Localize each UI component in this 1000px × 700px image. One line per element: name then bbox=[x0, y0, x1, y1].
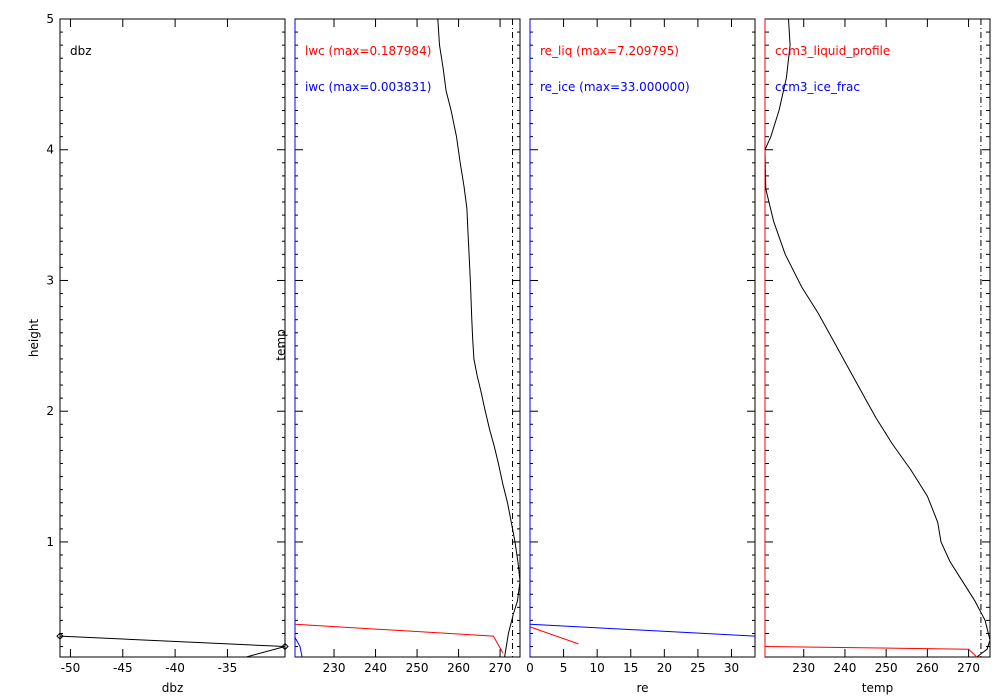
x-tick-label: -45 bbox=[113, 661, 133, 675]
x-tick-label: -40 bbox=[165, 661, 185, 675]
x-tick-label: 250 bbox=[875, 661, 898, 675]
x-tick-label: 20 bbox=[657, 661, 672, 675]
y-tick-label: 1 bbox=[46, 535, 54, 549]
y-tick-label: 4 bbox=[46, 143, 54, 157]
x-tick-label: 5 bbox=[560, 661, 568, 675]
plot-frame bbox=[529, 18, 756, 658]
x-tick-label: -50 bbox=[61, 661, 81, 675]
series-line bbox=[529, 623, 756, 637]
series-annotation: ccm3_ice_frac bbox=[775, 80, 860, 94]
series-line bbox=[294, 623, 504, 654]
series-annotation: ccm3_liquid_profile bbox=[775, 44, 890, 58]
y-tick-label: 2 bbox=[46, 404, 54, 418]
panel-ccm3: 230 240 250 260 270 temp ccm3_liquid_profilecc… bbox=[764, 18, 991, 695]
series-line bbox=[764, 18, 991, 658]
series-line bbox=[764, 149, 978, 658]
x-tick-label: 270 bbox=[489, 661, 512, 675]
series-line bbox=[294, 637, 303, 658]
series-line bbox=[246, 646, 286, 658]
x-tick-label: 230 bbox=[792, 661, 815, 675]
x-tick-label: 270 bbox=[957, 661, 980, 675]
y-axis-label: height bbox=[27, 319, 41, 358]
x-tick-label: 25 bbox=[690, 661, 705, 675]
x-tick-label: 0 bbox=[526, 661, 534, 675]
series-line bbox=[437, 18, 521, 658]
panel-re: 0 5 10 15 20 25 30 re re_liq (max=7.209795) re_ic… bbox=[526, 18, 756, 695]
y-tick-label: 5 bbox=[46, 12, 54, 26]
series-line bbox=[529, 626, 579, 645]
plot-frame bbox=[59, 18, 286, 658]
x-tick-label: 260 bbox=[916, 661, 939, 675]
y-tick-label: 3 bbox=[46, 273, 54, 287]
x-axis-label: temp bbox=[862, 681, 893, 695]
series-annotation: lwc (max=0.187984) bbox=[305, 44, 431, 58]
series-annotation: iwc (max=0.003831) bbox=[305, 80, 431, 94]
x-tick-label: 260 bbox=[447, 661, 470, 675]
series-annotation: re_ice (max=33.000000) bbox=[540, 80, 690, 94]
series-annotation: dbz bbox=[70, 44, 92, 58]
y-axis-label: temp bbox=[274, 329, 288, 360]
x-tick-label: 15 bbox=[623, 661, 638, 675]
x-tick-label: 30 bbox=[724, 661, 739, 675]
x-tick-label: 10 bbox=[590, 661, 605, 675]
x-tick-label: 230 bbox=[323, 661, 346, 675]
series-annotation: re_liq (max=7.209795) bbox=[540, 44, 679, 58]
x-tick-label: -35 bbox=[218, 661, 238, 675]
data-point-marker bbox=[281, 642, 289, 651]
x-axis-label: dbz bbox=[162, 681, 184, 695]
plot-frame bbox=[294, 18, 521, 658]
plot-frame bbox=[764, 18, 991, 658]
x-tick-label: 250 bbox=[406, 661, 429, 675]
x-tick-label: 240 bbox=[833, 661, 856, 675]
panel-dbz: 1 2 3 4 5 -50 -45 -40 -35 dbz height dbz bbox=[27, 12, 289, 695]
data-point-marker bbox=[56, 632, 64, 640]
series-line bbox=[59, 635, 286, 647]
x-tick-label: 240 bbox=[364, 661, 387, 675]
panel-temp-lwc-iwc: 230 240 250 260 270 temp lwc (max=0.187984) iwc… bbox=[274, 18, 521, 675]
x-axis-label: re bbox=[636, 681, 648, 695]
